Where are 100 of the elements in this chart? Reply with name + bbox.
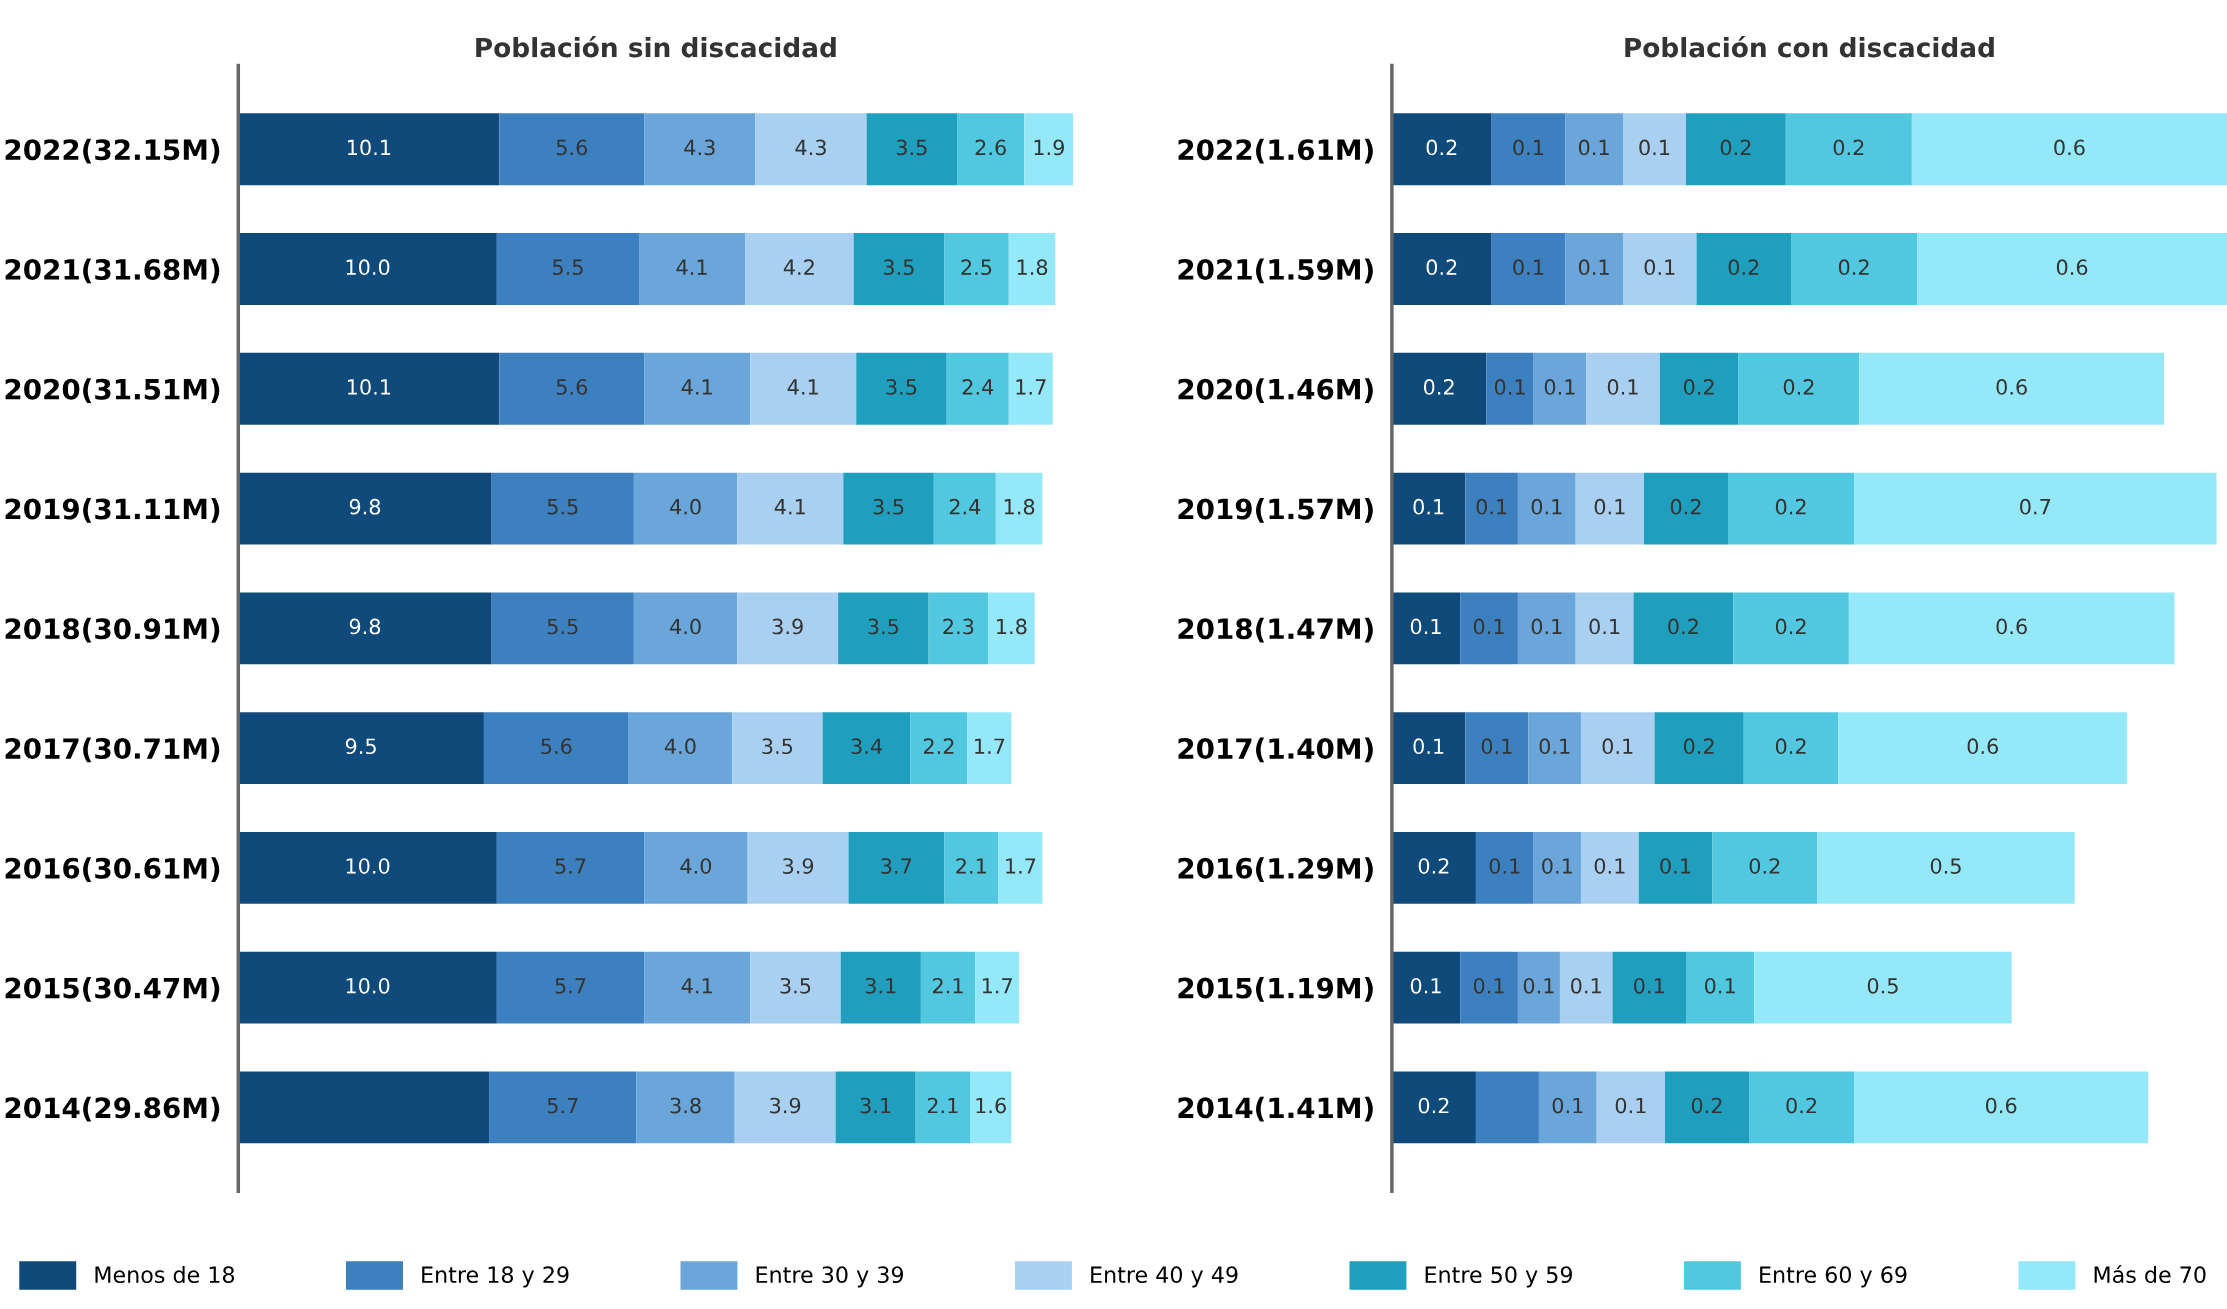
data-label: 3.5 [780, 977, 811, 994]
data-label: 0.1 [1473, 977, 1504, 994]
data-label: 2.4 [949, 498, 981, 515]
data-label: 2.6 [975, 139, 1006, 156]
data-label: 0.1 [1476, 498, 1507, 515]
bar [1533, 831, 1581, 904]
bar [483, 712, 629, 785]
bar [856, 352, 947, 425]
data-label: 0.2 [1783, 379, 1814, 395]
bar [1575, 592, 1634, 665]
data-label: 1.7 [1006, 858, 1036, 874]
bar [496, 951, 645, 1024]
data-label: 0.1 [1531, 618, 1562, 635]
data-label: 0.6 [1967, 738, 1999, 755]
data-label: 0.2 [1418, 1097, 1449, 1114]
bar [1391, 1071, 1476, 1144]
data-label: 1.8 [997, 618, 1027, 635]
bar [910, 712, 968, 785]
data-label: 0.1 [1513, 139, 1544, 156]
bar [496, 831, 645, 904]
bar [639, 233, 746, 305]
bar [1728, 472, 1855, 545]
data-label: 3.7 [881, 858, 912, 874]
data-label: 3.9 [783, 858, 814, 874]
data-label: 5.6 [556, 139, 588, 156]
bar [1391, 352, 1487, 425]
data-label: 2.1 [956, 858, 986, 874]
data-label: 2.1 [932, 977, 963, 994]
bar [238, 472, 492, 545]
data-label: 4.2 [783, 259, 814, 275]
bar [644, 352, 751, 425]
y-tick-label: 2021(1.59M) [1178, 258, 1373, 284]
bar [853, 233, 945, 305]
bar [1754, 951, 2012, 1024]
data-label: 4.1 [774, 499, 805, 515]
data-label: 0.6 [1985, 1097, 2017, 1114]
data-label: 5.7 [555, 858, 586, 874]
bar [915, 1071, 970, 1144]
bar [644, 113, 756, 186]
bar [848, 831, 945, 904]
data-label: 0.2 [1838, 259, 1869, 276]
data-label: 5.5 [547, 618, 578, 635]
bar [1738, 352, 1860, 425]
data-label: 3.5 [886, 379, 917, 395]
data-label: 0.2 [1423, 379, 1454, 395]
bar [1643, 472, 1729, 545]
data-label: 0.2 [1720, 139, 1751, 156]
bar [628, 712, 733, 785]
y-tick-label: 2016(1.29M) [1178, 857, 1373, 883]
data-label: 1.8 [1017, 259, 1048, 276]
bar [750, 352, 857, 425]
bar [1733, 592, 1849, 665]
y-tick-label: 2015(1.19M) [1178, 977, 1373, 1002]
data-label: 9.5 [345, 738, 376, 755]
bar [1848, 592, 2175, 665]
bar [1391, 592, 1461, 665]
bar [1491, 233, 1566, 305]
data-label: 0.5 [1930, 858, 1961, 874]
legend-label: Más de 70 [2094, 1265, 2206, 1284]
bar [1538, 1071, 1597, 1144]
bar [750, 951, 841, 1024]
data-label: 0.1 [1552, 1097, 1583, 1114]
bar [1791, 233, 1918, 305]
data-label: 0.2 [1833, 139, 1864, 156]
bar [1612, 951, 1687, 1024]
bar [737, 472, 844, 545]
data-label: 0.2 [1775, 738, 1806, 755]
bar [1491, 113, 1566, 186]
bar [1475, 1071, 1539, 1144]
data-label: 0.2 [1426, 259, 1457, 276]
bar [1622, 113, 1687, 186]
bar [737, 592, 839, 665]
bar [1559, 951, 1613, 1024]
bar [1565, 233, 1623, 305]
data-label: 3.1 [860, 1097, 891, 1114]
data-label: 0.2 [1683, 738, 1714, 755]
bar [838, 592, 929, 665]
data-label: 0.2 [1670, 498, 1701, 515]
data-label: 0.1 [1489, 858, 1520, 874]
data-label: 0.1 [1542, 858, 1572, 874]
bar [238, 113, 500, 186]
data-label: 3.5 [873, 498, 904, 515]
data-label: 10.1 [347, 139, 391, 156]
data-label: 3.5 [868, 618, 899, 635]
data-label: 1.6 [976, 1097, 1006, 1114]
bar [499, 113, 645, 186]
y-tick-label: 2016(30.61M) [5, 857, 220, 883]
data-label: 2.5 [961, 259, 992, 276]
bar [238, 951, 497, 1024]
bar [957, 113, 1025, 186]
bar [499, 352, 645, 425]
data-label: 0.1 [1660, 858, 1691, 874]
data-label: 0.1 [1523, 977, 1554, 994]
bar [1638, 831, 1713, 904]
bar [745, 233, 854, 305]
bar [1465, 472, 1518, 545]
bar [238, 1071, 490, 1144]
bar [644, 831, 748, 904]
data-label: 4.1 [681, 379, 712, 395]
data-label: 0.1 [1607, 379, 1638, 395]
